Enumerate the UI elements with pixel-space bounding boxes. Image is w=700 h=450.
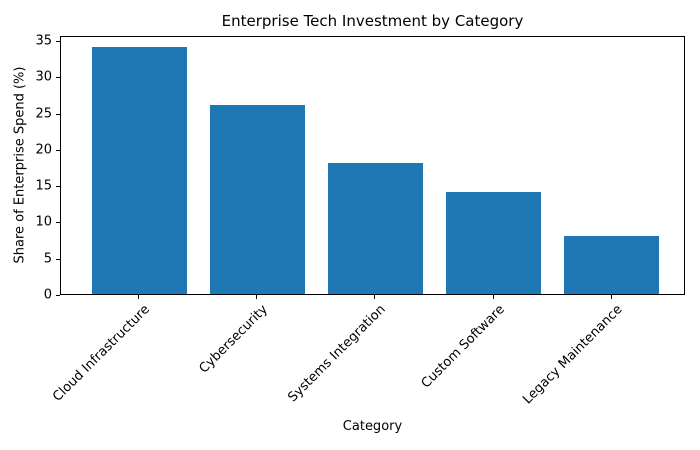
x-axis-title: Category bbox=[342, 419, 403, 434]
plot-area bbox=[60, 36, 685, 295]
y-tick-label: 20 bbox=[35, 142, 52, 158]
y-tick-mark bbox=[56, 77, 60, 79]
y-tick-label: 30 bbox=[35, 69, 52, 85]
x-tick-label: Systems Integration bbox=[285, 302, 390, 406]
x-tick-label: Legacy Maintenance bbox=[520, 302, 626, 408]
bar bbox=[327, 163, 423, 294]
y-tick-mark bbox=[56, 222, 60, 224]
y-tick-mark bbox=[56, 149, 60, 151]
bar bbox=[564, 235, 660, 294]
x-tick-label: Cybersecurity bbox=[196, 302, 272, 377]
y-tick-mark bbox=[56, 295, 60, 296]
y-tick-mark bbox=[56, 186, 60, 188]
y-tick-mark bbox=[56, 113, 60, 115]
x-tick-mark bbox=[138, 295, 139, 299]
x-tick-mark bbox=[492, 295, 494, 299]
y-tick-mark bbox=[56, 41, 60, 43]
bar bbox=[446, 192, 542, 294]
y-tick-label: 0 bbox=[43, 287, 52, 303]
x-tick-mark bbox=[256, 295, 258, 299]
bar bbox=[209, 105, 305, 294]
y-axis-title: Share of Enterprise Spend (%) bbox=[12, 66, 28, 264]
y-tick-label: 25 bbox=[35, 106, 52, 122]
x-tick-mark bbox=[374, 295, 376, 299]
y-tick-mark bbox=[56, 258, 60, 260]
x-tick-mark bbox=[610, 295, 612, 299]
x-tick-label: Cloud Infrastructure bbox=[50, 302, 153, 405]
bar bbox=[91, 47, 187, 294]
y-tick-label: 35 bbox=[35, 33, 52, 49]
y-tick-label: 15 bbox=[35, 178, 52, 194]
chart-title: Enterprise Tech Investment by Category bbox=[221, 12, 524, 30]
x-tick-label: Custom Software bbox=[418, 302, 508, 392]
y-tick-label: 5 bbox=[43, 251, 52, 267]
y-tick-label: 10 bbox=[35, 214, 52, 230]
